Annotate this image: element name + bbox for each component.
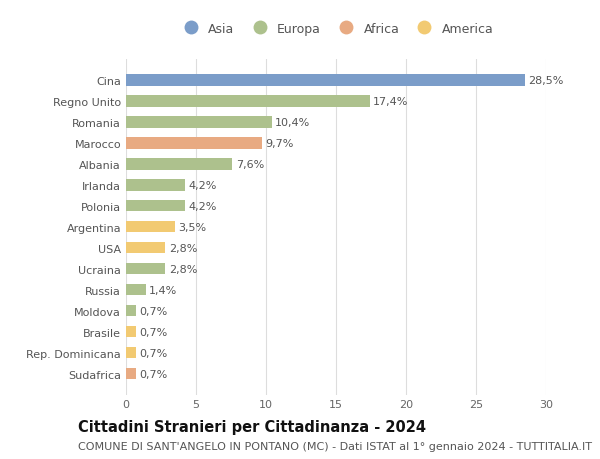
Bar — [126, 117, 272, 128]
Text: COMUNE DI SANT'ANGELO IN PONTANO (MC) - Dati ISTAT al 1° gennaio 2024 - TUTTITAL: COMUNE DI SANT'ANGELO IN PONTANO (MC) - … — [78, 441, 592, 451]
Bar — [126, 326, 136, 338]
Text: 0,7%: 0,7% — [139, 327, 167, 337]
Text: 10,4%: 10,4% — [275, 118, 310, 128]
Bar — [126, 263, 165, 275]
Legend: Asia, Europa, Africa, America: Asia, Europa, Africa, America — [175, 19, 497, 39]
Bar — [126, 75, 525, 86]
Text: 9,7%: 9,7% — [265, 139, 293, 148]
Bar — [126, 305, 136, 317]
Text: 0,7%: 0,7% — [139, 306, 167, 316]
Bar — [126, 221, 175, 233]
Text: 0,7%: 0,7% — [139, 369, 167, 379]
Bar — [126, 242, 165, 254]
Text: 1,4%: 1,4% — [149, 285, 178, 295]
Bar — [126, 159, 232, 170]
Text: 7,6%: 7,6% — [236, 159, 264, 169]
Bar — [126, 368, 136, 380]
Text: 4,2%: 4,2% — [188, 202, 217, 211]
Text: 4,2%: 4,2% — [188, 180, 217, 190]
Text: 17,4%: 17,4% — [373, 96, 409, 106]
Text: 28,5%: 28,5% — [529, 76, 564, 86]
Text: 0,7%: 0,7% — [139, 348, 167, 358]
Text: 2,8%: 2,8% — [169, 243, 197, 253]
Text: Cittadini Stranieri per Cittadinanza - 2024: Cittadini Stranieri per Cittadinanza - 2… — [78, 419, 426, 434]
Bar — [126, 96, 370, 107]
Bar — [126, 284, 146, 296]
Text: 2,8%: 2,8% — [169, 264, 197, 274]
Bar — [126, 347, 136, 358]
Bar — [126, 201, 185, 212]
Text: 3,5%: 3,5% — [179, 222, 206, 232]
Bar — [126, 138, 262, 149]
Bar — [126, 179, 185, 191]
